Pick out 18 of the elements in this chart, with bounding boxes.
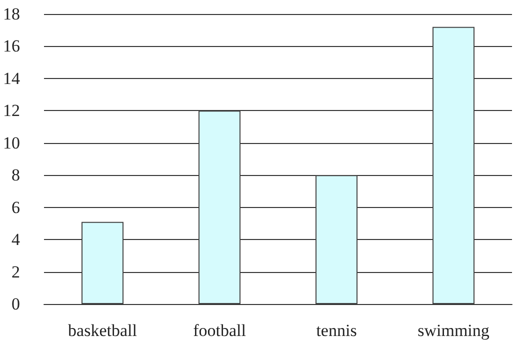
y-tick-label: 0 [12,294,20,314]
x-tick-label: basketball [68,321,138,340]
y-tick-label: 2 [12,262,20,282]
y-tick-label: 18 [3,4,20,24]
y-tick-label: 4 [12,230,20,250]
x-tick-label: football [193,321,246,340]
bar [316,175,358,304]
x-tick-label: swimming [418,321,490,340]
x-tick-label: tennis [316,321,357,340]
bar [82,222,124,304]
y-tick-label: 16 [3,36,20,56]
y-tick-label: 6 [12,198,20,217]
y-tick-label: 14 [3,68,20,88]
y-tick-label: 12 [3,101,20,120]
bar [198,110,240,304]
y-tick-label: 10 [3,133,20,152]
bar [432,26,474,304]
y-tick-label: 8 [12,166,20,185]
